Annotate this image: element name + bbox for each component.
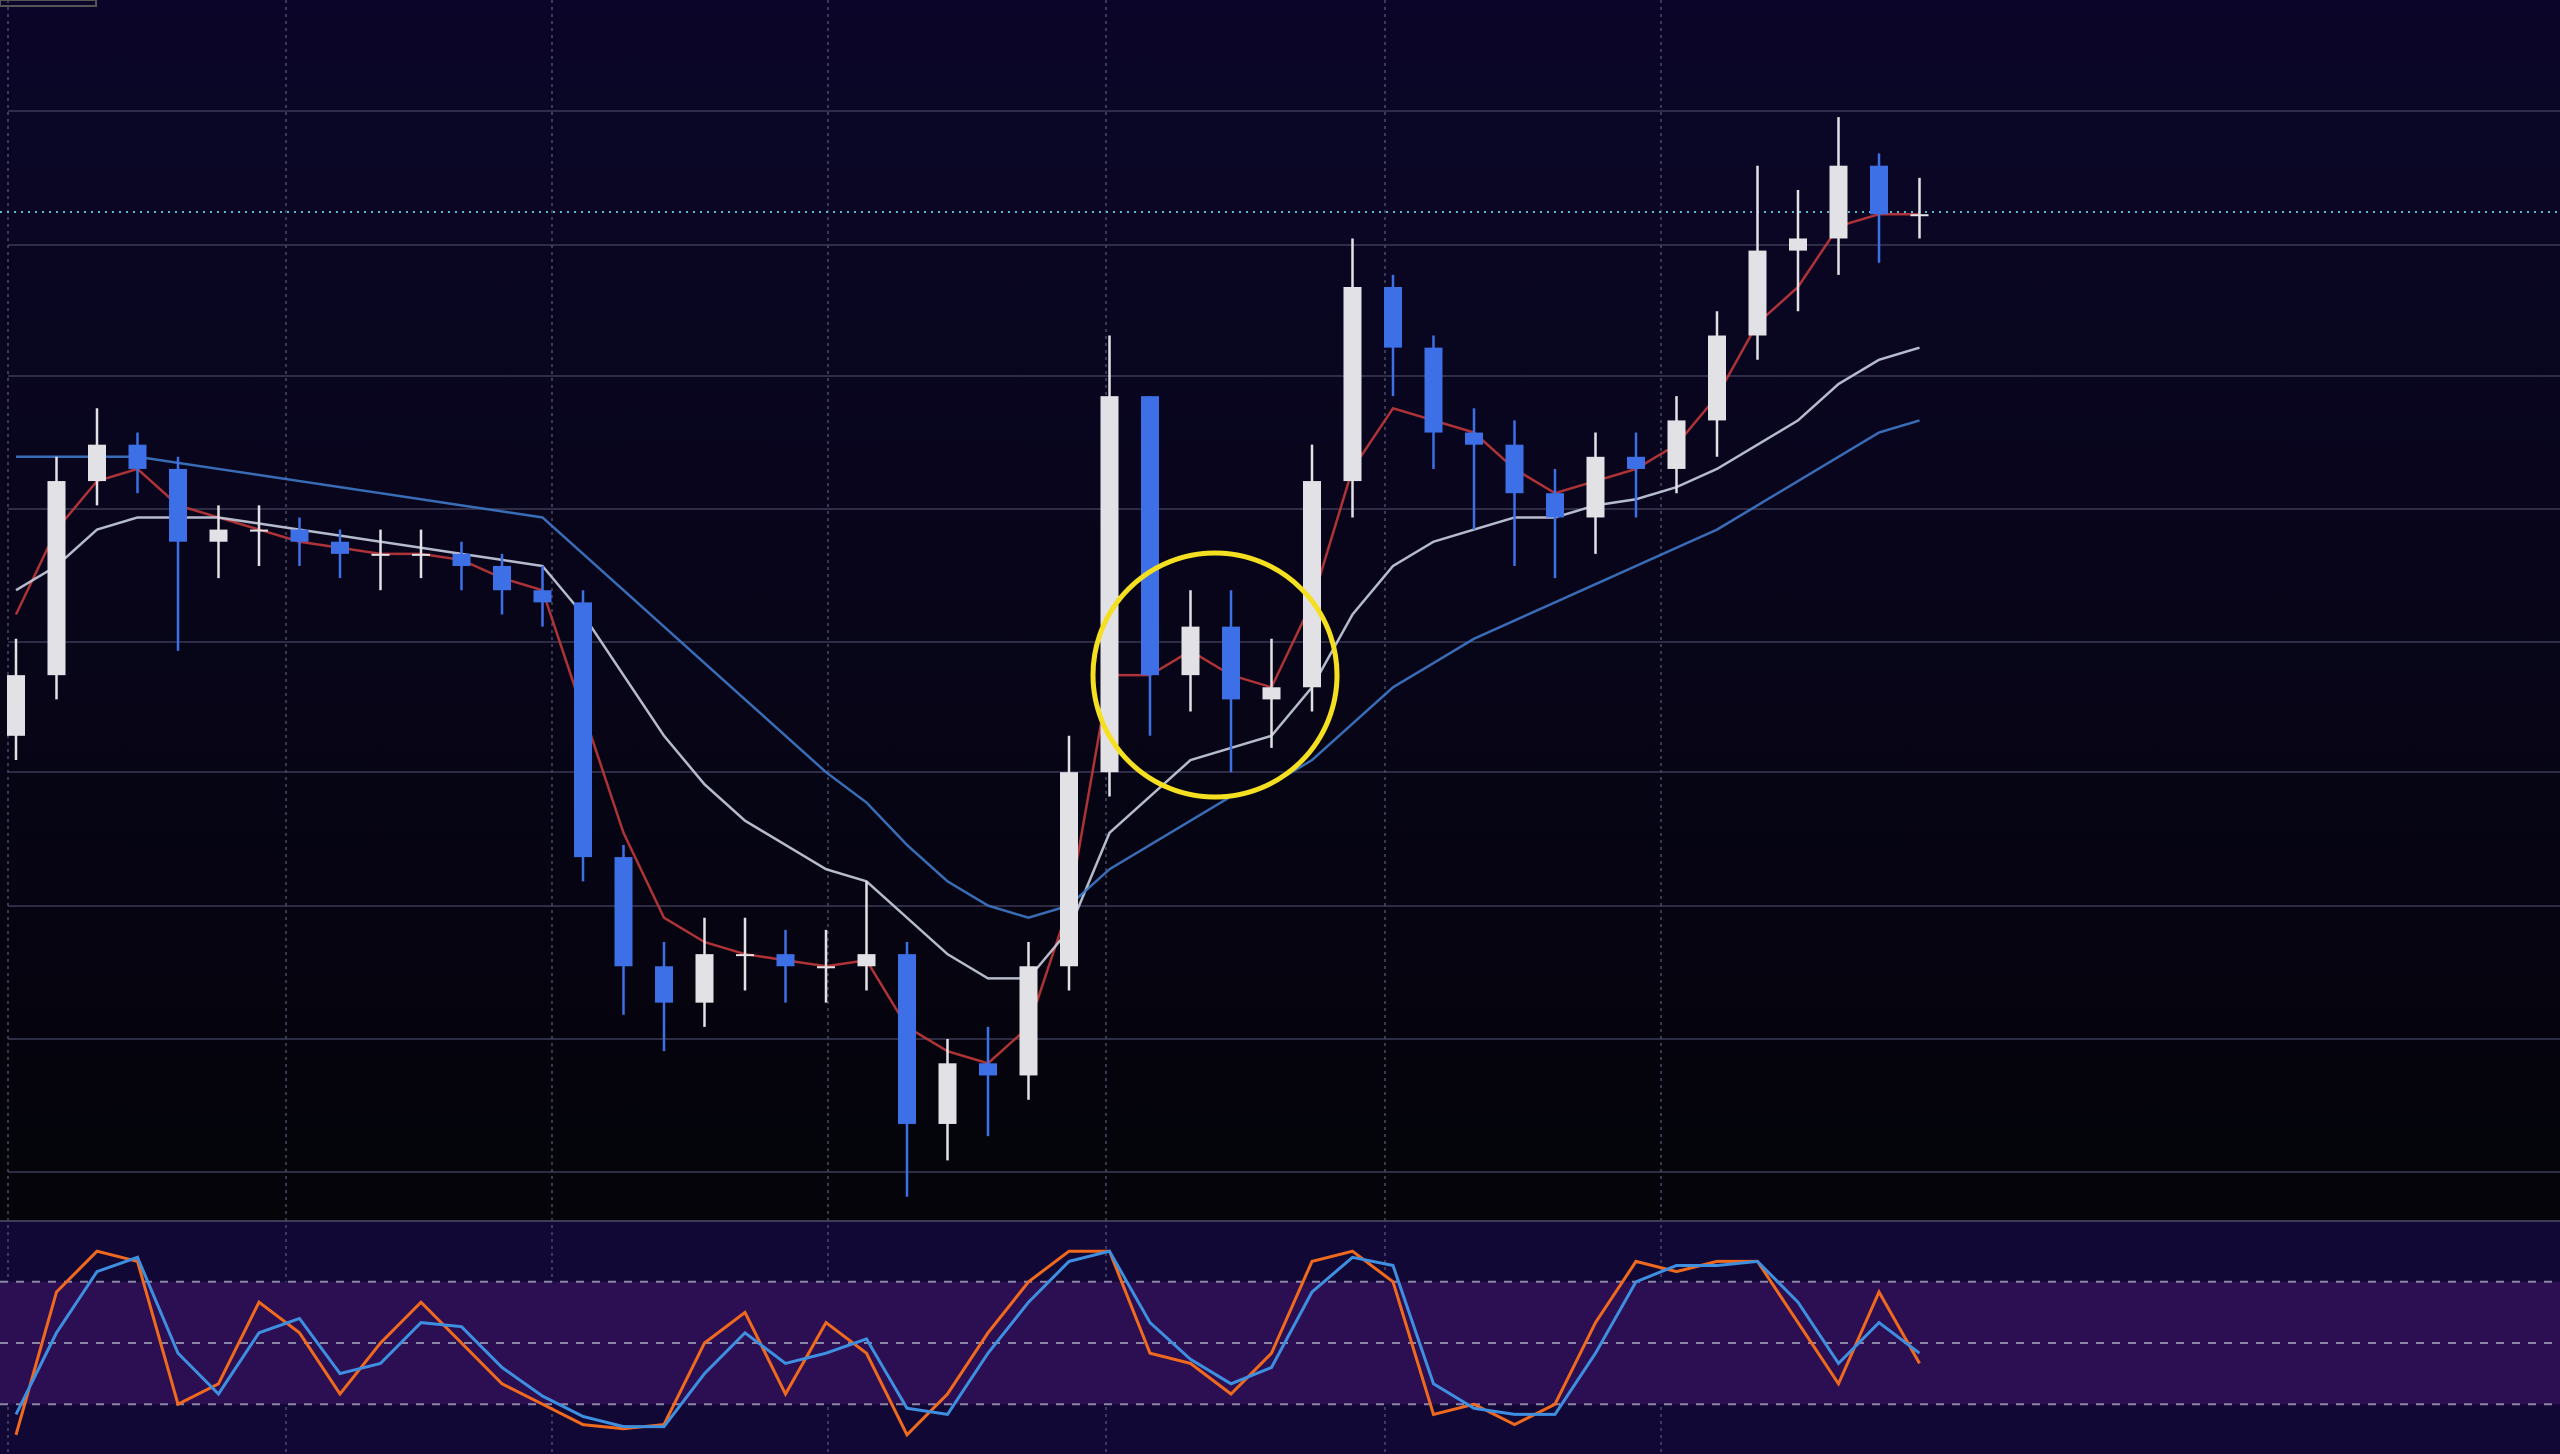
moving-average-line	[16, 419, 1920, 920]
candle-body	[938, 1063, 957, 1124]
candle-body	[817, 966, 835, 969]
oscillator-line	[14, 1249, 1921, 1438]
candle-body	[574, 602, 592, 858]
candle-body	[776, 954, 795, 967]
candle-body	[1627, 456, 1645, 469]
candle-body	[412, 553, 430, 556]
candle-body	[1303, 481, 1321, 688]
candle-body	[655, 966, 673, 1003]
candle-body	[1384, 286, 1402, 348]
highlight-circle	[1090, 550, 1340, 800]
candle-body	[1505, 444, 1524, 494]
candle-body	[1789, 238, 1807, 251]
vertical-grid	[7, 0, 1662, 1454]
candle-body	[452, 553, 471, 566]
candle-body	[1141, 396, 1159, 676]
candle-body	[898, 954, 916, 1124]
candle-body	[1829, 165, 1848, 239]
candle-body	[1060, 772, 1078, 967]
candle-body	[1667, 420, 1686, 469]
candle-body	[1019, 966, 1038, 1076]
candle-body	[533, 590, 552, 603]
candle-body	[1546, 493, 1564, 518]
candle-body	[979, 1063, 997, 1076]
candle-body	[290, 529, 309, 542]
main-pane	[0, 0, 2560, 1221]
candle-body	[493, 565, 511, 591]
candle-body	[1465, 432, 1483, 445]
horizontal-grid	[8, 110, 2560, 1173]
candle-body	[614, 857, 633, 967]
candle-body	[1708, 335, 1726, 421]
candle-body	[47, 481, 66, 676]
candle-body	[857, 954, 876, 967]
candle-body	[1222, 626, 1240, 700]
candle-body	[371, 553, 390, 556]
candle-body	[1586, 456, 1605, 518]
candle-body	[1910, 214, 1929, 217]
candle-body	[1870, 165, 1888, 215]
candle-body	[128, 444, 147, 469]
candle-body	[250, 529, 268, 532]
candle-body	[1100, 396, 1119, 773]
candle-body	[1343, 286, 1362, 482]
candle-body	[1748, 250, 1767, 336]
candle-body	[736, 954, 754, 957]
corner-widget	[0, 0, 97, 7]
plot-layer	[0, 117, 2560, 1438]
oscillator-line	[14, 1249, 1921, 1429]
candle-body	[7, 675, 25, 736]
candle-body	[1262, 687, 1281, 700]
candle-body	[1181, 626, 1200, 676]
candle-body	[209, 529, 228, 542]
candle-body	[1424, 347, 1443, 433]
candle-body	[331, 541, 349, 554]
candle-body	[695, 954, 714, 1003]
candle-body	[169, 468, 187, 542]
candle-body	[88, 444, 106, 482]
